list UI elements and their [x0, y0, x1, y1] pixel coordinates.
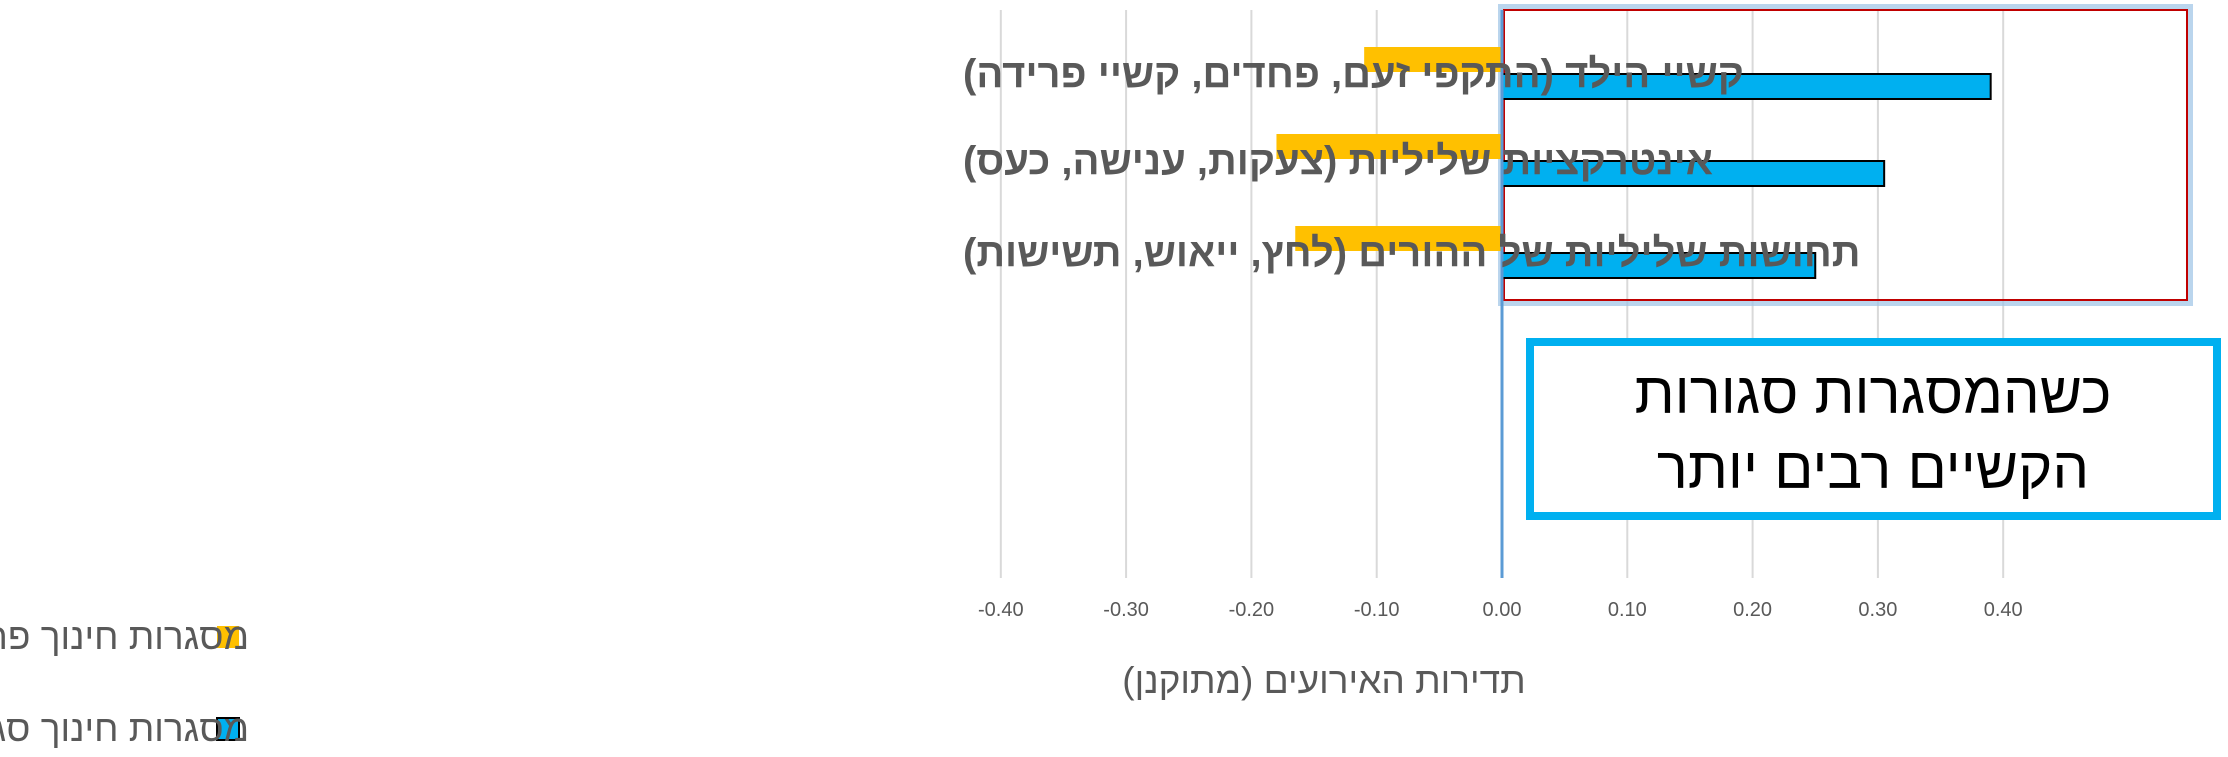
category-label: קשיי הילד (התקפי זעם, פחדים, קשיי פרידה)	[963, 52, 1744, 96]
bar-open	[1276, 134, 1502, 159]
x-tick-label: 0.30	[1858, 599, 1897, 621]
x-axis-label: תדירות האירועים (מתוקנן)	[1122, 660, 1525, 701]
x-tick-label: 0.10	[1608, 599, 1647, 621]
bars	[1276, 47, 1992, 279]
legend-swatch-closed	[216, 717, 240, 741]
bar-closed	[1501, 73, 1992, 100]
category-label: תחושות שליליות של ההורים (לחץ, ייאוש, תש…	[963, 231, 1861, 275]
category-label: אינטרקציות שליליות (צעקות, ענישה, כעס)	[963, 139, 1713, 183]
legend: מסגרות חינוך פתוחות מסגרות חינוך סגורות	[0, 616, 249, 749]
x-tick-label: -0.30	[1103, 599, 1149, 621]
bar-open	[1364, 47, 1502, 72]
x-tick-labels: -0.40 -0.30 -0.20 -0.10 0.00 0.10 0.20 0.30 0.40	[978, 599, 2023, 621]
callout-line-2: הקשיים רבים יותר	[1657, 436, 2089, 501]
callout-line-1: כשהמסגרות סגורות	[1635, 361, 2112, 426]
bar-open	[1295, 226, 1502, 251]
legend-label-closed: מסגרות חינוך סגורות	[0, 708, 249, 749]
x-tick-label: -0.20	[1229, 599, 1275, 621]
x-tick-label: 0.40	[1984, 599, 2023, 621]
callout: כשהמסגרות סגורות הקשיים רבים יותר	[1526, 338, 2221, 520]
bar-closed	[1501, 160, 1886, 187]
x-tick-label: 0.00	[1483, 599, 1522, 621]
legend-label-open: מסגרות חינוך פתוחות	[0, 616, 249, 657]
gridlines	[999, 10, 2005, 578]
callout-box	[1526, 338, 2221, 520]
category-labels: קשיי הילד (התקפי זעם, פחדים, קשיי פרידה)…	[963, 52, 1861, 275]
x-tick-label: -0.40	[978, 599, 1024, 621]
legend-swatch-open	[217, 626, 239, 648]
x-tick-label: -0.10	[1354, 599, 1400, 621]
bar-closed	[1501, 252, 1817, 279]
highlight-box	[1503, 9, 2188, 301]
x-tick-label: 0.20	[1733, 599, 1772, 621]
